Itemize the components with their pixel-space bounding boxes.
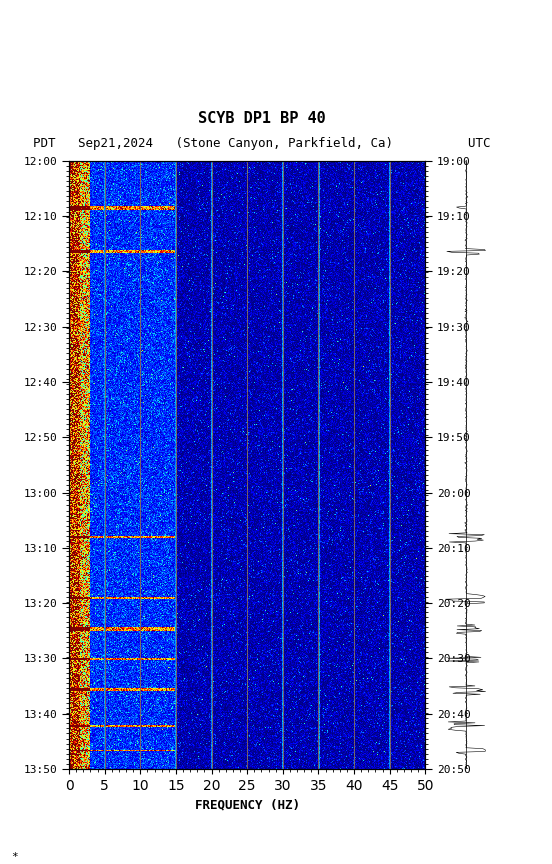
Text: SCYB DP1 BP 40: SCYB DP1 BP 40: [198, 111, 325, 126]
Text: *: *: [11, 852, 18, 861]
X-axis label: FREQUENCY (HZ): FREQUENCY (HZ): [195, 798, 300, 811]
Text: PDT   Sep21,2024   (Stone Canyon, Parkfield, Ca)          UTC: PDT Sep21,2024 (Stone Canyon, Parkfield,…: [33, 137, 490, 149]
